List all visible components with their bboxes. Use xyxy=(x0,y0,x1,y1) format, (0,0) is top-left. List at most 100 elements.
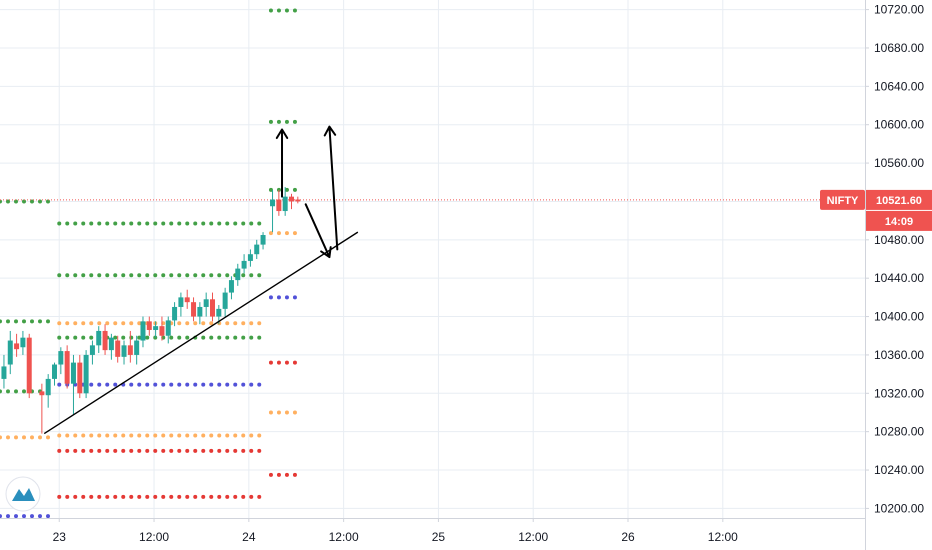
candle-body xyxy=(7,340,13,365)
candle-body xyxy=(184,297,190,303)
candle-body xyxy=(83,354,89,394)
symbol-tag-label: NIFTY xyxy=(827,195,859,207)
time-tick-label: 12:00 xyxy=(139,530,169,544)
candle xyxy=(52,362,58,386)
candle xyxy=(121,340,127,365)
candle-body xyxy=(282,196,288,212)
candle-body xyxy=(172,306,178,321)
last-price-label: 10521.60 xyxy=(876,195,922,207)
candle xyxy=(83,350,89,399)
candle xyxy=(222,287,228,317)
candle-body xyxy=(58,351,64,365)
candle-body xyxy=(270,199,276,207)
time-tick-label: 23 xyxy=(53,530,67,544)
candle xyxy=(241,254,247,274)
price-tick-label: 10640.00 xyxy=(874,79,924,93)
candle xyxy=(64,345,70,389)
candle-body xyxy=(191,302,197,317)
candle xyxy=(159,316,165,341)
candle xyxy=(235,263,241,286)
candle-body xyxy=(146,321,152,330)
logo-badge xyxy=(5,476,41,512)
price-tick-label: 10480.00 xyxy=(874,233,924,247)
candle xyxy=(178,292,184,317)
price-tick-label: 10200.00 xyxy=(874,501,924,515)
candle-body xyxy=(134,340,140,355)
time-axis[interactable]: 23 12:00 24 12:00 25 12:00 26 12:00 xyxy=(0,518,865,550)
candle-body xyxy=(235,268,241,281)
candle-body xyxy=(96,330,102,346)
tall-up-arrow[interactable] xyxy=(323,125,339,251)
trendline[interactable] xyxy=(43,231,359,435)
candle xyxy=(191,297,197,322)
candle xyxy=(153,321,159,338)
candle xyxy=(276,189,282,216)
candle xyxy=(89,340,95,365)
time-tick-label: 24 xyxy=(242,530,256,544)
time-axis-bg xyxy=(0,518,865,550)
candle-body xyxy=(209,299,215,317)
down-arrow[interactable] xyxy=(304,203,332,259)
candle xyxy=(203,292,209,317)
candle-body xyxy=(77,362,83,394)
price-axis-bg xyxy=(865,0,932,550)
candle-body xyxy=(222,292,228,309)
price-axis[interactable]: 10720.00 10680.00 10640.00 10600.00 10560.00… xyxy=(865,0,932,550)
countdown-tag xyxy=(866,210,932,231)
candle xyxy=(77,354,83,399)
candle-body xyxy=(26,337,32,394)
price-tick-label: 10280.00 xyxy=(874,425,924,439)
candle-body xyxy=(165,320,171,336)
logo-mark xyxy=(12,488,35,501)
candle-body xyxy=(52,364,58,379)
candle xyxy=(102,324,108,355)
candle-body xyxy=(140,321,146,341)
candle xyxy=(184,289,190,309)
small-up-arrow[interactable] xyxy=(275,128,289,198)
countdown-label: 14:09 xyxy=(885,216,913,228)
annotation-arrows[interactable] xyxy=(275,125,339,259)
candle-body xyxy=(115,340,121,357)
candle-body xyxy=(108,337,114,351)
candle xyxy=(39,383,45,434)
candle xyxy=(228,276,234,300)
grid-lines xyxy=(0,0,865,518)
price-tick-label: 10560.00 xyxy=(874,156,924,170)
price-tick-label: 10600.00 xyxy=(874,118,924,132)
candle-body xyxy=(14,343,20,350)
tradingview-logo-icon[interactable] xyxy=(5,476,41,512)
candle-body xyxy=(260,235,266,245)
candle xyxy=(254,239,260,259)
time-tick-label: 26 xyxy=(621,530,635,544)
candle xyxy=(96,326,102,354)
candle-body xyxy=(45,378,51,396)
candle-body xyxy=(127,345,133,355)
time-tick-label: 25 xyxy=(432,530,446,544)
candle-body xyxy=(288,196,294,202)
candle xyxy=(260,232,266,250)
candle-body xyxy=(102,330,108,351)
price-tag: NIFTY 10521.60 14:09 xyxy=(820,189,932,231)
candle xyxy=(1,354,7,389)
time-tick-label: 12:00 xyxy=(329,530,359,544)
candle xyxy=(288,193,294,210)
candle-body xyxy=(64,351,70,384)
candle-body xyxy=(70,362,76,384)
candle-body xyxy=(178,297,184,307)
pivot-levels xyxy=(0,8,305,519)
candle xyxy=(134,335,140,365)
candle xyxy=(172,302,178,327)
candle xyxy=(270,189,276,233)
candle xyxy=(209,292,215,322)
candle-body xyxy=(295,199,301,202)
candle xyxy=(45,374,51,408)
last-price-tag xyxy=(866,189,932,210)
candle xyxy=(165,316,171,344)
candle xyxy=(282,187,288,216)
candle xyxy=(20,330,26,355)
candle xyxy=(127,330,133,363)
price-tick-label: 10240.00 xyxy=(874,463,924,477)
price-tick-label: 10720.00 xyxy=(874,3,924,17)
